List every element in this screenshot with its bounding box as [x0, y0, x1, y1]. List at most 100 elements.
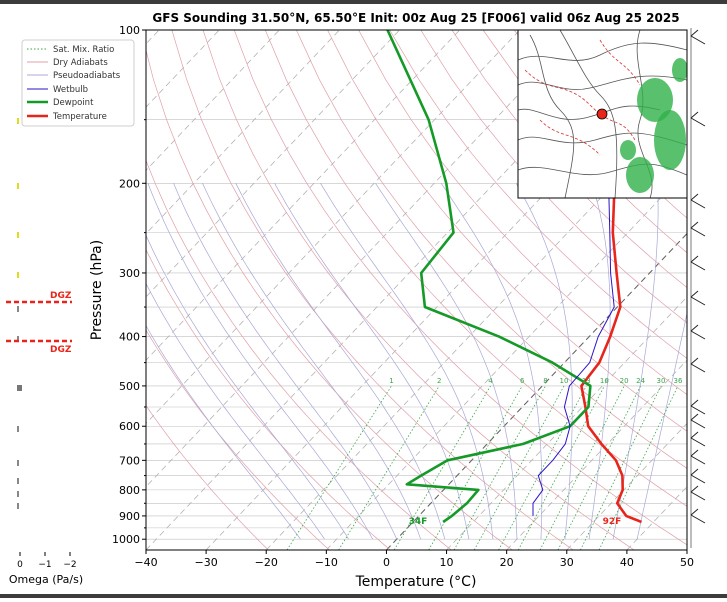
- wind-barb: [691, 364, 705, 372]
- omega-bar: [17, 306, 19, 312]
- map-inset: [518, 30, 688, 198]
- dgz-lower-label: DGZ: [50, 345, 72, 355]
- wind-barb-flag: [691, 469, 698, 475]
- y-tick-label: 100: [119, 24, 140, 37]
- mixing-ratio-label: 1: [389, 377, 393, 385]
- wind-barb: [691, 438, 705, 446]
- map-precip-area: [654, 110, 686, 170]
- x-tick-label: 30: [560, 556, 574, 569]
- legend-label-dry-adiabats: Dry Adiabats: [53, 58, 108, 68]
- wind-barb: [691, 492, 705, 500]
- mixing-ratio-label: 24: [636, 377, 645, 385]
- legend-label-dewpoint: Dewpoint: [53, 98, 94, 108]
- wind-barb-flag: [691, 450, 698, 456]
- wind-barb-flag: [691, 432, 698, 438]
- x-tick-label: 40: [620, 556, 634, 569]
- omega-bar: [17, 503, 19, 509]
- chart-title: GFS Sounding 31.50°N, 65.50°E Init: 00z …: [152, 11, 679, 25]
- pseudoadiabat-line: [203, 183, 421, 539]
- mixing-ratio-line: [518, 386, 604, 550]
- omega-tick-label-1: −1: [38, 560, 51, 570]
- map-precip-area: [620, 140, 636, 160]
- wind-barb: [691, 456, 705, 464]
- wind-barb-flag: [691, 291, 698, 297]
- legend-label-temperature: Temperature: [52, 112, 107, 122]
- wind-barbs: [691, 28, 705, 548]
- wind-barb-flag: [691, 400, 698, 406]
- wind-barb-flag: [691, 256, 698, 262]
- dry-adiabat-line: [172, 30, 573, 550]
- wind-barb-flag: [691, 30, 698, 36]
- window-top-edge: [0, 0, 727, 4]
- surface-dewpoint-label: 34F: [409, 517, 428, 527]
- window-bottom-edge: [0, 594, 727, 598]
- wind-barb-flag: [691, 112, 698, 118]
- y-tick-label: 900: [119, 510, 140, 523]
- omega-bar: [17, 272, 19, 278]
- omega-bar: [17, 426, 19, 432]
- mixing-ratio-label: 30: [657, 377, 666, 385]
- omega-bar: [17, 118, 19, 124]
- x-axis-ticks: −40 −30 −20 −10 0 10 20 30 40 50: [134, 550, 694, 569]
- omega-bar: [17, 478, 19, 484]
- omega-axis-label: Omega (Pa/s): [9, 573, 83, 586]
- wind-barb: [691, 200, 705, 208]
- omega-tick-label-2: −2: [63, 560, 76, 570]
- surface-temperature-label: 92F: [603, 517, 622, 527]
- omega-bars: [17, 118, 22, 509]
- wind-barb: [691, 515, 705, 523]
- isotherm-line: [687, 30, 727, 550]
- dry-adiabat-line: [110, 30, 452, 550]
- pseudoadiabat-line: [376, 183, 517, 539]
- wind-barb: [691, 331, 705, 339]
- y-tick-label: 800: [119, 484, 140, 497]
- omega-panel: DGZ DGZ 0 −1 −2 Omega (Pa/s): [6, 118, 83, 586]
- x-tick-label: 20: [500, 556, 514, 569]
- wind-barb: [691, 406, 705, 414]
- pseudoadiabat-line: [148, 183, 373, 539]
- wind-barb-flag: [691, 414, 698, 420]
- legend-label-wetbulb: Wetbulb: [53, 85, 88, 95]
- mixing-ratio-label: 8: [543, 377, 547, 385]
- legend: Sat. Mix. Ratio Dry Adiabats Pseudoadiab…: [22, 40, 134, 126]
- y-tick-label: 600: [119, 420, 140, 433]
- y-axis-label: Pressure (hPa): [89, 240, 105, 340]
- wind-barb: [691, 36, 705, 44]
- y-tick-label: 500: [119, 380, 140, 393]
- x-tick-label: 0: [383, 556, 390, 569]
- wind-barb: [691, 420, 705, 428]
- x-tick-label: −20: [255, 556, 278, 569]
- y-tick-label: 300: [119, 267, 140, 280]
- wind-barb-flag: [691, 325, 698, 331]
- mixing-ratio-label: 4: [488, 377, 493, 385]
- mixing-ratio-line: [454, 386, 545, 550]
- x-tick-label: −10: [315, 556, 338, 569]
- omega-bar: [17, 491, 19, 497]
- mixing-ratio-label: 20: [620, 377, 629, 385]
- wind-barb-flag: [691, 194, 698, 200]
- mixing-ratio-label: 6: [520, 377, 525, 385]
- y-tick-label: 200: [119, 177, 140, 190]
- map-precip-area: [672, 58, 688, 82]
- wind-barb-flag: [691, 222, 698, 228]
- mixing-ratio-label: 36: [674, 377, 683, 385]
- mixing-ratio-label: 13: [582, 377, 591, 385]
- wind-barb: [691, 228, 705, 236]
- omega-bar: [17, 183, 19, 189]
- wind-barb: [691, 262, 705, 270]
- legend-label-mix-ratio: Sat. Mix. Ratio: [53, 45, 114, 55]
- mixing-ratio-label: 16: [600, 377, 609, 385]
- x-tick-label: −40: [134, 556, 157, 569]
- legend-label-pseudoadiabats: Pseudoadiabats: [53, 71, 121, 81]
- x-tick-label: 10: [440, 556, 454, 569]
- x-tick-label: −30: [195, 556, 218, 569]
- map-precip-area: [626, 157, 654, 193]
- pseudoadiabat-line: [613, 183, 658, 539]
- pseudoadiabat-line: [637, 183, 711, 539]
- wind-barb-flag: [691, 358, 698, 364]
- x-tick-label: 50: [680, 556, 694, 569]
- dgz-upper-label: DGZ: [50, 291, 72, 301]
- wind-barb-flag: [691, 486, 698, 492]
- omega-bar: [17, 232, 19, 238]
